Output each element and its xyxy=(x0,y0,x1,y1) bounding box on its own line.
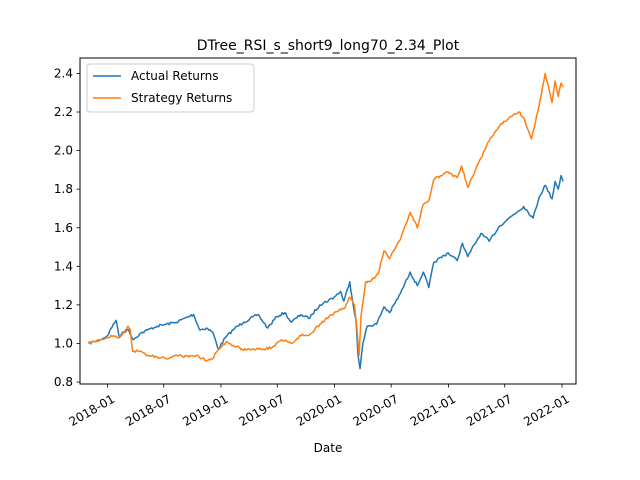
legend-box xyxy=(86,63,255,113)
series-line-1 xyxy=(87,72,564,362)
plot-area-frame xyxy=(79,57,577,385)
chart-title: DTree_RSI_s_short9_long70_2.34_Plot xyxy=(197,38,460,54)
y-tick-label: 2.2 xyxy=(54,105,73,119)
y-axis: 0.8 1.0 1.2 1.4 1.6 1.8 2.0 2.2 2.4 xyxy=(54,66,80,389)
y-tick-label: 1.0 xyxy=(54,336,73,350)
series-line-0 xyxy=(87,174,564,370)
legend-label-actual: Actual Returns xyxy=(131,69,218,83)
legend: Actual Returns Strategy Returns xyxy=(86,63,255,113)
y-tick-label: 1.2 xyxy=(54,298,73,312)
y-tick-label: 0.8 xyxy=(54,375,73,389)
series-layer xyxy=(87,72,564,370)
y-tick-label: 2.0 xyxy=(54,144,73,158)
y-tick-label: 1.4 xyxy=(54,259,73,273)
legend-label-strategy: Strategy Returns xyxy=(131,91,232,105)
y-tick-label: 1.6 xyxy=(54,221,73,235)
y-tick-label: 2.4 xyxy=(54,66,73,80)
y-tick-label: 1.8 xyxy=(54,182,73,196)
x-axis-label: Date xyxy=(314,441,343,455)
